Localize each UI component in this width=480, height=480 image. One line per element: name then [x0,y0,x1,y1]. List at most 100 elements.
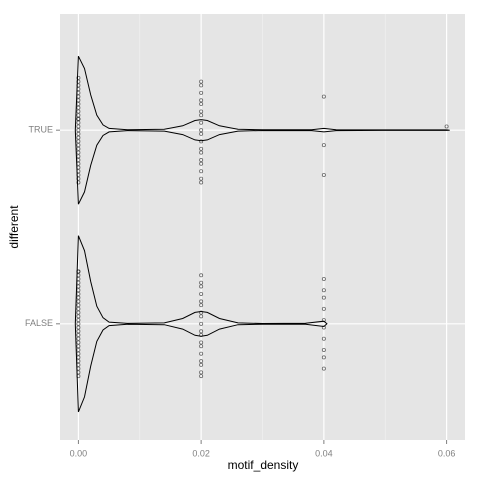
point [76,269,81,274]
point [199,303,204,308]
point [199,362,204,367]
point [76,306,81,311]
point [76,329,81,334]
point [76,359,81,364]
point [321,295,326,300]
point [199,131,204,136]
point [321,336,326,341]
point [321,325,326,330]
point [321,94,326,99]
point [76,180,81,185]
point [76,98,81,103]
point [199,273,204,278]
point [76,318,81,323]
x-tick-label: 0.06 [438,448,456,458]
point [199,98,204,103]
point [76,344,81,349]
point [321,172,326,177]
point [76,94,81,99]
point [76,87,81,92]
violin [74,235,328,413]
point [76,131,81,136]
point [76,120,81,125]
point [199,344,204,349]
point [76,146,81,151]
point [199,146,204,151]
point [199,374,204,379]
point [76,150,81,155]
point [199,158,204,163]
point [199,340,204,345]
point [76,288,81,293]
point [321,318,326,323]
point [199,83,204,88]
point [76,351,81,356]
y-axis-title: different [7,205,21,249]
point [76,113,81,118]
point [321,355,326,360]
violin [74,55,450,205]
point [199,128,204,133]
point [76,139,81,144]
point [199,139,204,144]
point [199,351,204,356]
point [199,150,204,155]
point [76,75,81,80]
point [199,333,204,338]
point [76,299,81,304]
point [199,169,204,174]
point [199,310,204,315]
point [76,128,81,133]
point [76,158,81,163]
point [76,280,81,285]
point [76,347,81,352]
point [76,143,81,148]
point [76,295,81,300]
point [76,310,81,315]
point [76,291,81,296]
point [76,370,81,375]
point [321,143,326,148]
point [76,362,81,367]
point [199,79,204,84]
point [76,124,81,129]
point [76,355,81,360]
point [76,116,81,121]
x-tick-label: 0.02 [192,448,210,458]
point [76,321,81,326]
point [321,306,326,311]
point [76,169,81,174]
point [76,83,81,88]
point [76,102,81,107]
point [199,329,204,334]
point [76,172,81,177]
point [76,90,81,95]
point [321,277,326,282]
point [76,154,81,159]
point [76,79,81,84]
point [76,303,81,308]
point [199,284,204,289]
point [199,180,204,185]
point [76,277,81,282]
x-tick-label: 0.04 [315,448,333,458]
point [76,135,81,140]
point [199,291,204,296]
point [199,176,204,181]
point [199,109,204,114]
point [199,90,204,95]
point [444,124,449,129]
point [76,165,81,170]
point [76,325,81,330]
point [321,366,326,371]
point [76,273,81,278]
point [76,109,81,114]
point [76,374,81,379]
point [76,284,81,289]
point [76,161,81,166]
point [76,366,81,371]
point [76,340,81,345]
point [199,280,204,285]
point [199,299,204,304]
